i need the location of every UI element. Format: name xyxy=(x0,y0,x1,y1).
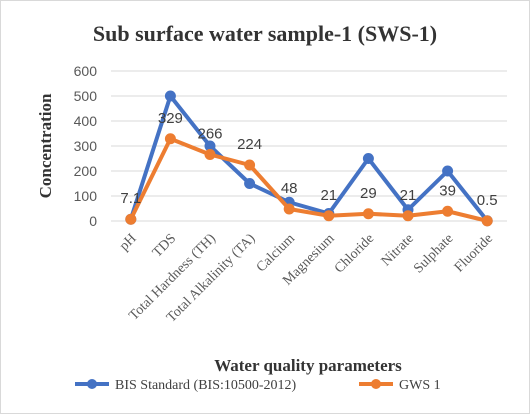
series-1-point xyxy=(244,178,256,189)
data-label: 39 xyxy=(439,182,456,199)
x-tick-label: Sulphate xyxy=(411,231,456,276)
series-line-2 xyxy=(128,136,490,223)
series-1-point xyxy=(442,165,454,177)
data-label: 266 xyxy=(197,126,222,143)
series-2-point xyxy=(402,210,414,222)
legend-entry: GWS 1 xyxy=(399,378,441,393)
x-tick-label: Fluoride xyxy=(452,231,496,275)
series-2-point xyxy=(362,208,374,220)
series-2-point xyxy=(283,203,295,215)
series-2-point xyxy=(204,149,216,160)
series-2-point xyxy=(442,205,454,217)
y-tick-label: 400 xyxy=(74,113,98,129)
grid-lines xyxy=(111,70,507,222)
legend: BIS Standard (BIS:10500-2012) GWS 1 xyxy=(75,378,441,393)
y-tick-label: 200 xyxy=(74,163,98,179)
series-line-1 xyxy=(128,94,490,223)
y-tick-label: 100 xyxy=(74,188,98,204)
series-2-point xyxy=(481,215,493,227)
x-axis-title: Water quality parameters xyxy=(214,356,402,375)
y-axis-title: Concentration xyxy=(36,93,55,198)
legend-swatch-marker xyxy=(87,379,97,389)
series-group xyxy=(125,90,493,227)
chart-title: Sub surface water sample-1 (SWS-1) xyxy=(93,21,437,46)
data-label: 7.1 xyxy=(120,190,141,207)
y-tick-label: 0 xyxy=(89,213,97,229)
data-labels: 7.1 329 266 224 48 21 29 21 39 0.5 xyxy=(120,110,497,209)
data-label: 329 xyxy=(158,110,183,127)
data-label: 0.5 xyxy=(477,192,498,209)
legend-entry: BIS Standard (BIS:10500-2012) xyxy=(115,378,297,393)
data-label: 21 xyxy=(320,187,337,204)
data-label: 48 xyxy=(281,180,298,197)
series-2-point xyxy=(164,133,176,145)
x-tick-label: Nitrate xyxy=(379,231,417,269)
y-tick-label: 300 xyxy=(74,138,98,154)
series-1-point xyxy=(164,90,176,102)
legend-swatch-marker xyxy=(371,379,381,389)
series-2-point xyxy=(323,210,335,222)
data-label: 21 xyxy=(400,187,417,204)
y-tick-label: 500 xyxy=(74,88,98,104)
series-2-point xyxy=(244,159,256,171)
series-1-point xyxy=(362,153,374,164)
x-tick-label: Chloride xyxy=(332,231,377,276)
y-tick-labels: 0 100 200 300 400 500 600 xyxy=(74,63,98,229)
data-label: 224 xyxy=(237,136,262,153)
data-label: 29 xyxy=(360,185,377,202)
x-tick-label: TDS xyxy=(150,231,179,260)
series-2-point xyxy=(125,213,137,225)
x-tick-label: pH xyxy=(117,231,140,254)
y-tick-label: 600 xyxy=(74,63,98,79)
